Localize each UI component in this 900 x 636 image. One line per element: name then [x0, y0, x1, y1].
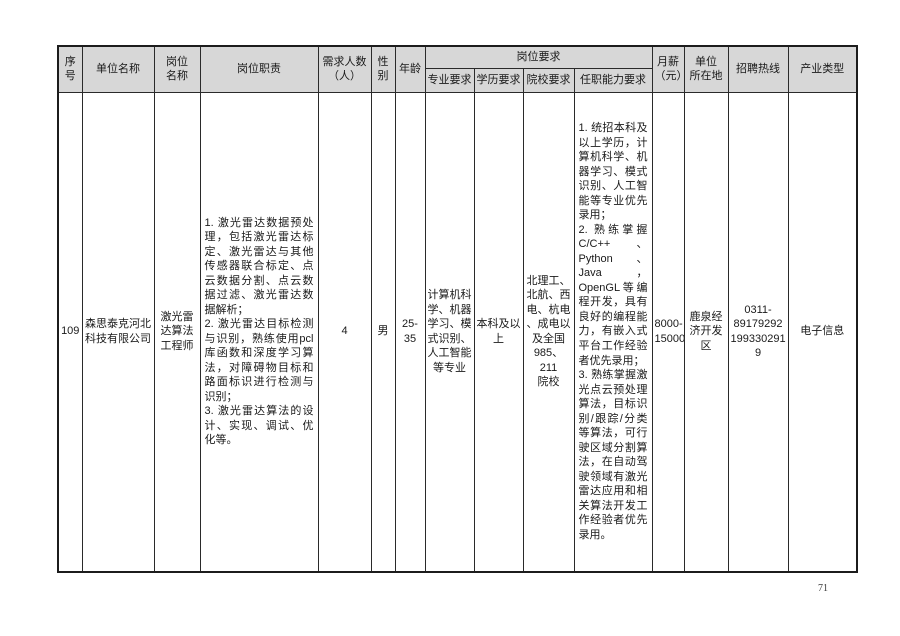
duty-item: 3. 激光雷达算法的设计、实现、调试、优化等。: [204, 405, 314, 447]
header-cell-hotline: 招聘热线: [727, 45, 789, 93]
cell-location: 鹿泉经 济开发 区: [683, 91, 729, 573]
page-number: 71: [818, 583, 828, 594]
header-cell-requirements-group: 岗位要求: [424, 45, 653, 69]
header-cell-education-req: 学历要求: [473, 67, 524, 93]
cell-education-req: 本科及以 上: [473, 91, 524, 573]
duty-item: 2. 激光雷达目标检测与识别，熟练使用pcl库函数和深度学习算法，对障碍物目标和…: [204, 318, 314, 403]
ability-item: 3. 熟练掌握激光点云预处理算法，目标识别/跟踪/分类等算法，可行驶区域分割算法…: [578, 369, 648, 541]
header-cell-industry: 产业类型: [787, 45, 858, 93]
table-row: 109 森思泰克河北 科技有限公司 激光雷 达算法 工程师 1. 激光雷达数据预…: [57, 91, 858, 573]
header-cell-ability-req: 任职能力要求: [573, 67, 653, 93]
header-cell-duties: 岗位职责: [199, 45, 319, 93]
cell-ability-req: 1. 统招本科及以上学历，计算机科学、机器学习、模式识别、人工智能等专业优先录用…: [573, 91, 653, 573]
cell-gender: 男: [370, 91, 396, 573]
cell-industry: 电子信息: [787, 91, 858, 573]
header-cell-location: 单位 所在地: [683, 45, 729, 93]
header-cell-age: 年龄: [394, 45, 426, 93]
header-cell-major-req: 专业要求: [424, 67, 475, 93]
cell-headcount: 4: [317, 91, 372, 573]
cell-serial: 109: [57, 91, 83, 573]
header-cell-salary: 月薪 （元）: [651, 45, 685, 93]
ability-item: 2. 熟练掌握C/C++、Python、Java，OpenGL等编程开发，具有良…: [578, 223, 648, 367]
cell-major-req: 计算机科 学、机器 学习、模 式识别、 人工智能 等专业: [424, 91, 475, 573]
cell-position: 激光雷 达算法 工程师: [153, 91, 201, 573]
cell-school-req: 北理工、 北航、西 电、杭电 、成电以 及全国 985、211 院校: [522, 91, 575, 573]
header-cell-company: 单位名称: [81, 45, 155, 93]
header-cell-serial: 序号: [57, 45, 83, 93]
job-table: 序号 单位名称 岗位 名称 岗位职责 需求人数 （人） 性 别 年龄 岗位要求 …: [57, 45, 858, 573]
cell-age: 25- 35: [394, 91, 426, 573]
header-cell-position: 岗位 名称: [153, 45, 201, 93]
table-header: 序号 单位名称 岗位 名称 岗位职责 需求人数 （人） 性 别 年龄 岗位要求 …: [57, 45, 858, 93]
header-cell-headcount: 需求人数 （人）: [317, 45, 372, 93]
ability-item: 1. 统招本科及以上学历，计算机科学、机器学习、模式识别、人工智能等专业优先录用…: [578, 122, 648, 222]
cell-duties: 1. 激光雷达数据预处理，包括激光雷达标定、激光雷达与其他传感器联合标定、点云数…: [199, 91, 319, 573]
cell-salary: 8000- 15000: [651, 91, 685, 573]
cell-company: 森思泰克河北 科技有限公司: [81, 91, 155, 573]
header-cell-school-req: 院校要求: [522, 67, 575, 93]
cell-hotline: 0311- 89179292 199330291 9: [727, 91, 789, 573]
duty-item: 1. 激光雷达数据预处理，包括激光雷达标定、激光雷达与其他传感器联合标定、点云数…: [204, 216, 314, 316]
header-cell-gender: 性 别: [370, 45, 396, 93]
